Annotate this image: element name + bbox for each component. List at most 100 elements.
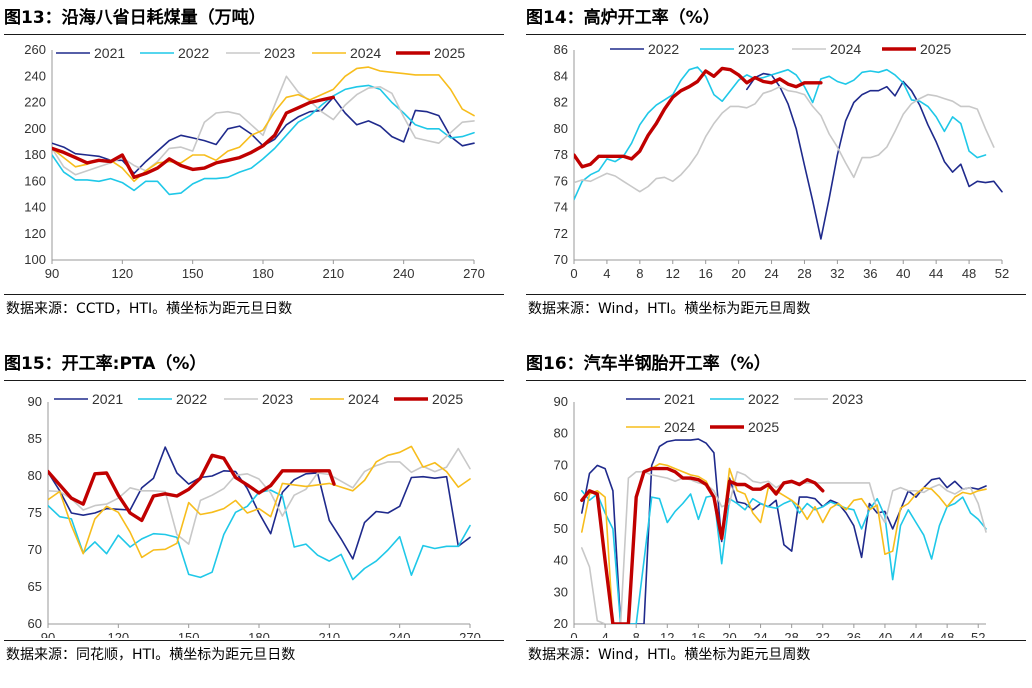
x-tick-label: 12 bbox=[666, 266, 680, 281]
y-tick-label: 74 bbox=[554, 200, 568, 215]
y-tick-label: 60 bbox=[28, 616, 42, 631]
chart-title: 图14：高炉开工率（%） bbox=[526, 8, 720, 28]
x-tick-label: 270 bbox=[463, 266, 485, 281]
legend-label-2023: 2023 bbox=[264, 45, 295, 61]
series-line-2022 bbox=[746, 72, 1003, 240]
y-tick-label: 140 bbox=[24, 200, 46, 215]
source-rule bbox=[526, 294, 1026, 295]
x-tick-label: 120 bbox=[111, 266, 133, 281]
y-tick-label: 75 bbox=[28, 505, 42, 520]
x-tick-label: 120 bbox=[107, 630, 129, 638]
source-note: 数据来源：CCTD，HTI。横坐标为距元旦日数 bbox=[6, 301, 293, 317]
x-tick-label: 150 bbox=[178, 630, 200, 638]
x-tick-label: 36 bbox=[847, 630, 861, 638]
legend-label-2021: 2021 bbox=[94, 45, 125, 61]
x-tick-label: 48 bbox=[962, 266, 976, 281]
x-tick-label: 24 bbox=[753, 630, 767, 638]
x-tick-label: 8 bbox=[633, 630, 640, 638]
x-tick-label: 52 bbox=[995, 266, 1009, 281]
x-tick-label: 44 bbox=[909, 630, 923, 638]
y-tick-label: 80 bbox=[28, 468, 42, 483]
series-line-2023 bbox=[48, 447, 471, 545]
x-tick-label: 40 bbox=[878, 630, 892, 638]
x-tick-label: 52 bbox=[971, 630, 985, 638]
series-line-2021 bbox=[48, 446, 471, 560]
x-tick-label: 0 bbox=[570, 266, 577, 281]
y-tick-label: 78 bbox=[554, 147, 568, 162]
title-rule bbox=[526, 34, 1026, 35]
series-line-2024 bbox=[48, 445, 471, 559]
y-tick-label: 65 bbox=[28, 579, 42, 594]
y-tick-label: 72 bbox=[554, 226, 568, 241]
x-tick-label: 16 bbox=[691, 630, 705, 638]
series-line-2025 bbox=[580, 466, 825, 624]
y-tick-label: 70 bbox=[28, 542, 42, 557]
series-line-2022 bbox=[580, 490, 987, 624]
legend-label-2024: 2024 bbox=[350, 45, 381, 61]
x-tick-label: 8 bbox=[636, 266, 643, 281]
source-note: 数据来源：Wind，HTI。横坐标为距元旦周数 bbox=[528, 647, 811, 663]
legend-label-2025: 2025 bbox=[920, 41, 951, 57]
legend-label-2024: 2024 bbox=[830, 41, 861, 57]
y-tick-label: 200 bbox=[24, 121, 46, 136]
legend-label-2022: 2022 bbox=[178, 45, 209, 61]
source-note: 数据来源：同花顺，HTI。横坐标为距元旦日数 bbox=[6, 647, 296, 663]
series-line-2023 bbox=[580, 471, 987, 624]
x-tick-label: 40 bbox=[896, 266, 910, 281]
chart-title: 图15：开工率:PTA（%） bbox=[4, 354, 207, 374]
source-rule bbox=[4, 640, 504, 641]
x-tick-label: 90 bbox=[45, 266, 59, 281]
series-line-2024 bbox=[52, 66, 475, 183]
x-tick-label: 16 bbox=[698, 266, 712, 281]
y-tick-label: 60 bbox=[554, 489, 568, 504]
legend-label-2021: 2021 bbox=[664, 391, 695, 407]
x-tick-label: 32 bbox=[830, 266, 844, 281]
x-tick-label: 4 bbox=[603, 266, 610, 281]
legend-label-2025: 2025 bbox=[748, 419, 779, 435]
y-tick-label: 80 bbox=[554, 426, 568, 441]
y-tick-label: 220 bbox=[24, 95, 46, 110]
x-tick-label: 20 bbox=[731, 266, 745, 281]
panel-pta-rate: 图15：开工率:PTA（%） 60 65 70 75 80 85 90 90 120 150 180… bbox=[4, 346, 510, 686]
x-tick-label: 48 bbox=[940, 630, 954, 638]
series-line-2025 bbox=[48, 453, 336, 523]
legend-label-2023: 2023 bbox=[738, 41, 769, 57]
y-tick-label: 85 bbox=[28, 431, 42, 446]
chart-title: 图16：汽车半钢胎开工率（%） bbox=[526, 354, 771, 374]
y-tick-label: 120 bbox=[24, 226, 46, 241]
x-tick-label: 4 bbox=[601, 630, 608, 638]
source-rule bbox=[526, 640, 1026, 641]
x-tick-label: 32 bbox=[816, 630, 830, 638]
y-tick-label: 86 bbox=[554, 42, 568, 57]
panel-blast-furnace: 图14：高炉开工率（%） 70 72 74 76 78 80 82 84 86 0 4 8 12 16 20… bbox=[526, 0, 1032, 340]
pta-rate-chart: 60 65 70 75 80 85 90 90 120 150 180 210 240 270 2021 20… bbox=[28, 391, 481, 638]
y-tick-label: 82 bbox=[554, 95, 568, 110]
legend-label-2023: 2023 bbox=[832, 391, 863, 407]
series-line-2025 bbox=[52, 95, 335, 180]
x-tick-label: 180 bbox=[252, 266, 274, 281]
y-tick-label: 50 bbox=[554, 521, 568, 536]
coal-consumption-chart: 100 120 140 160 180 200 220 240 260 90 120 150 180 21… bbox=[24, 42, 485, 281]
y-tick-label: 90 bbox=[554, 394, 568, 409]
series-line-2022 bbox=[48, 489, 471, 581]
chart-title: 图13：沿海八省日耗煤量（万吨） bbox=[4, 8, 266, 28]
x-tick-label: 210 bbox=[322, 266, 344, 281]
legend-label-2024: 2024 bbox=[664, 419, 695, 435]
legend-label-2025: 2025 bbox=[432, 391, 463, 407]
legend-label-2025: 2025 bbox=[434, 45, 465, 61]
x-tick-label: 180 bbox=[248, 630, 270, 638]
x-tick-label: 24 bbox=[764, 266, 778, 281]
x-tick-label: 12 bbox=[660, 630, 674, 638]
legend-label-2024: 2024 bbox=[348, 391, 379, 407]
y-tick-label: 90 bbox=[28, 394, 42, 409]
x-tick-label: 240 bbox=[389, 630, 411, 638]
y-tick-label: 76 bbox=[554, 173, 568, 188]
y-tick-label: 30 bbox=[554, 584, 568, 599]
y-tick-label: 20 bbox=[554, 616, 568, 631]
series-line-2022 bbox=[52, 84, 475, 196]
x-tick-label: 270 bbox=[459, 630, 481, 638]
x-tick-label: 44 bbox=[929, 266, 943, 281]
x-tick-label: 210 bbox=[318, 630, 340, 638]
x-tick-label: 90 bbox=[41, 630, 55, 638]
